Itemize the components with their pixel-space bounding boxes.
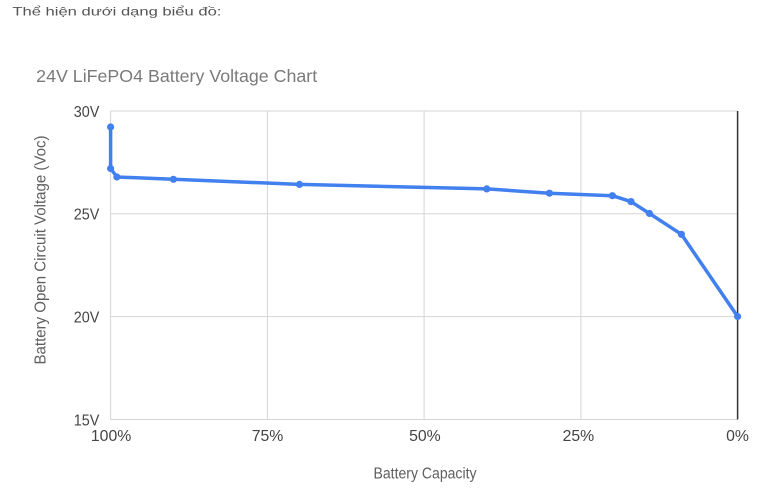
- svg-text:20V: 20V: [74, 309, 100, 326]
- svg-text:Battery Open Circuit Voltage (: Battery Open Circuit Voltage (Voc): [32, 136, 49, 365]
- svg-text:24V LiFePO4 Battery Voltage Ch: 24V LiFePO4 Battery Voltage Chart: [36, 66, 317, 86]
- svg-text:0%: 0%: [726, 428, 749, 445]
- svg-text:75%: 75%: [252, 428, 284, 445]
- svg-text:100%: 100%: [91, 428, 131, 445]
- svg-text:50%: 50%: [409, 428, 441, 445]
- svg-text:Thể hiện dưới dạng biểu đồ:: Thể hiện dưới dạng biểu đồ:: [12, 4, 221, 18]
- svg-text:25V: 25V: [74, 207, 100, 224]
- svg-text:25%: 25%: [563, 428, 595, 445]
- svg-text:Battery Capacity: Battery Capacity: [374, 466, 477, 483]
- svg-text:30V: 30V: [74, 104, 100, 121]
- svg-text:15V: 15V: [74, 413, 100, 430]
